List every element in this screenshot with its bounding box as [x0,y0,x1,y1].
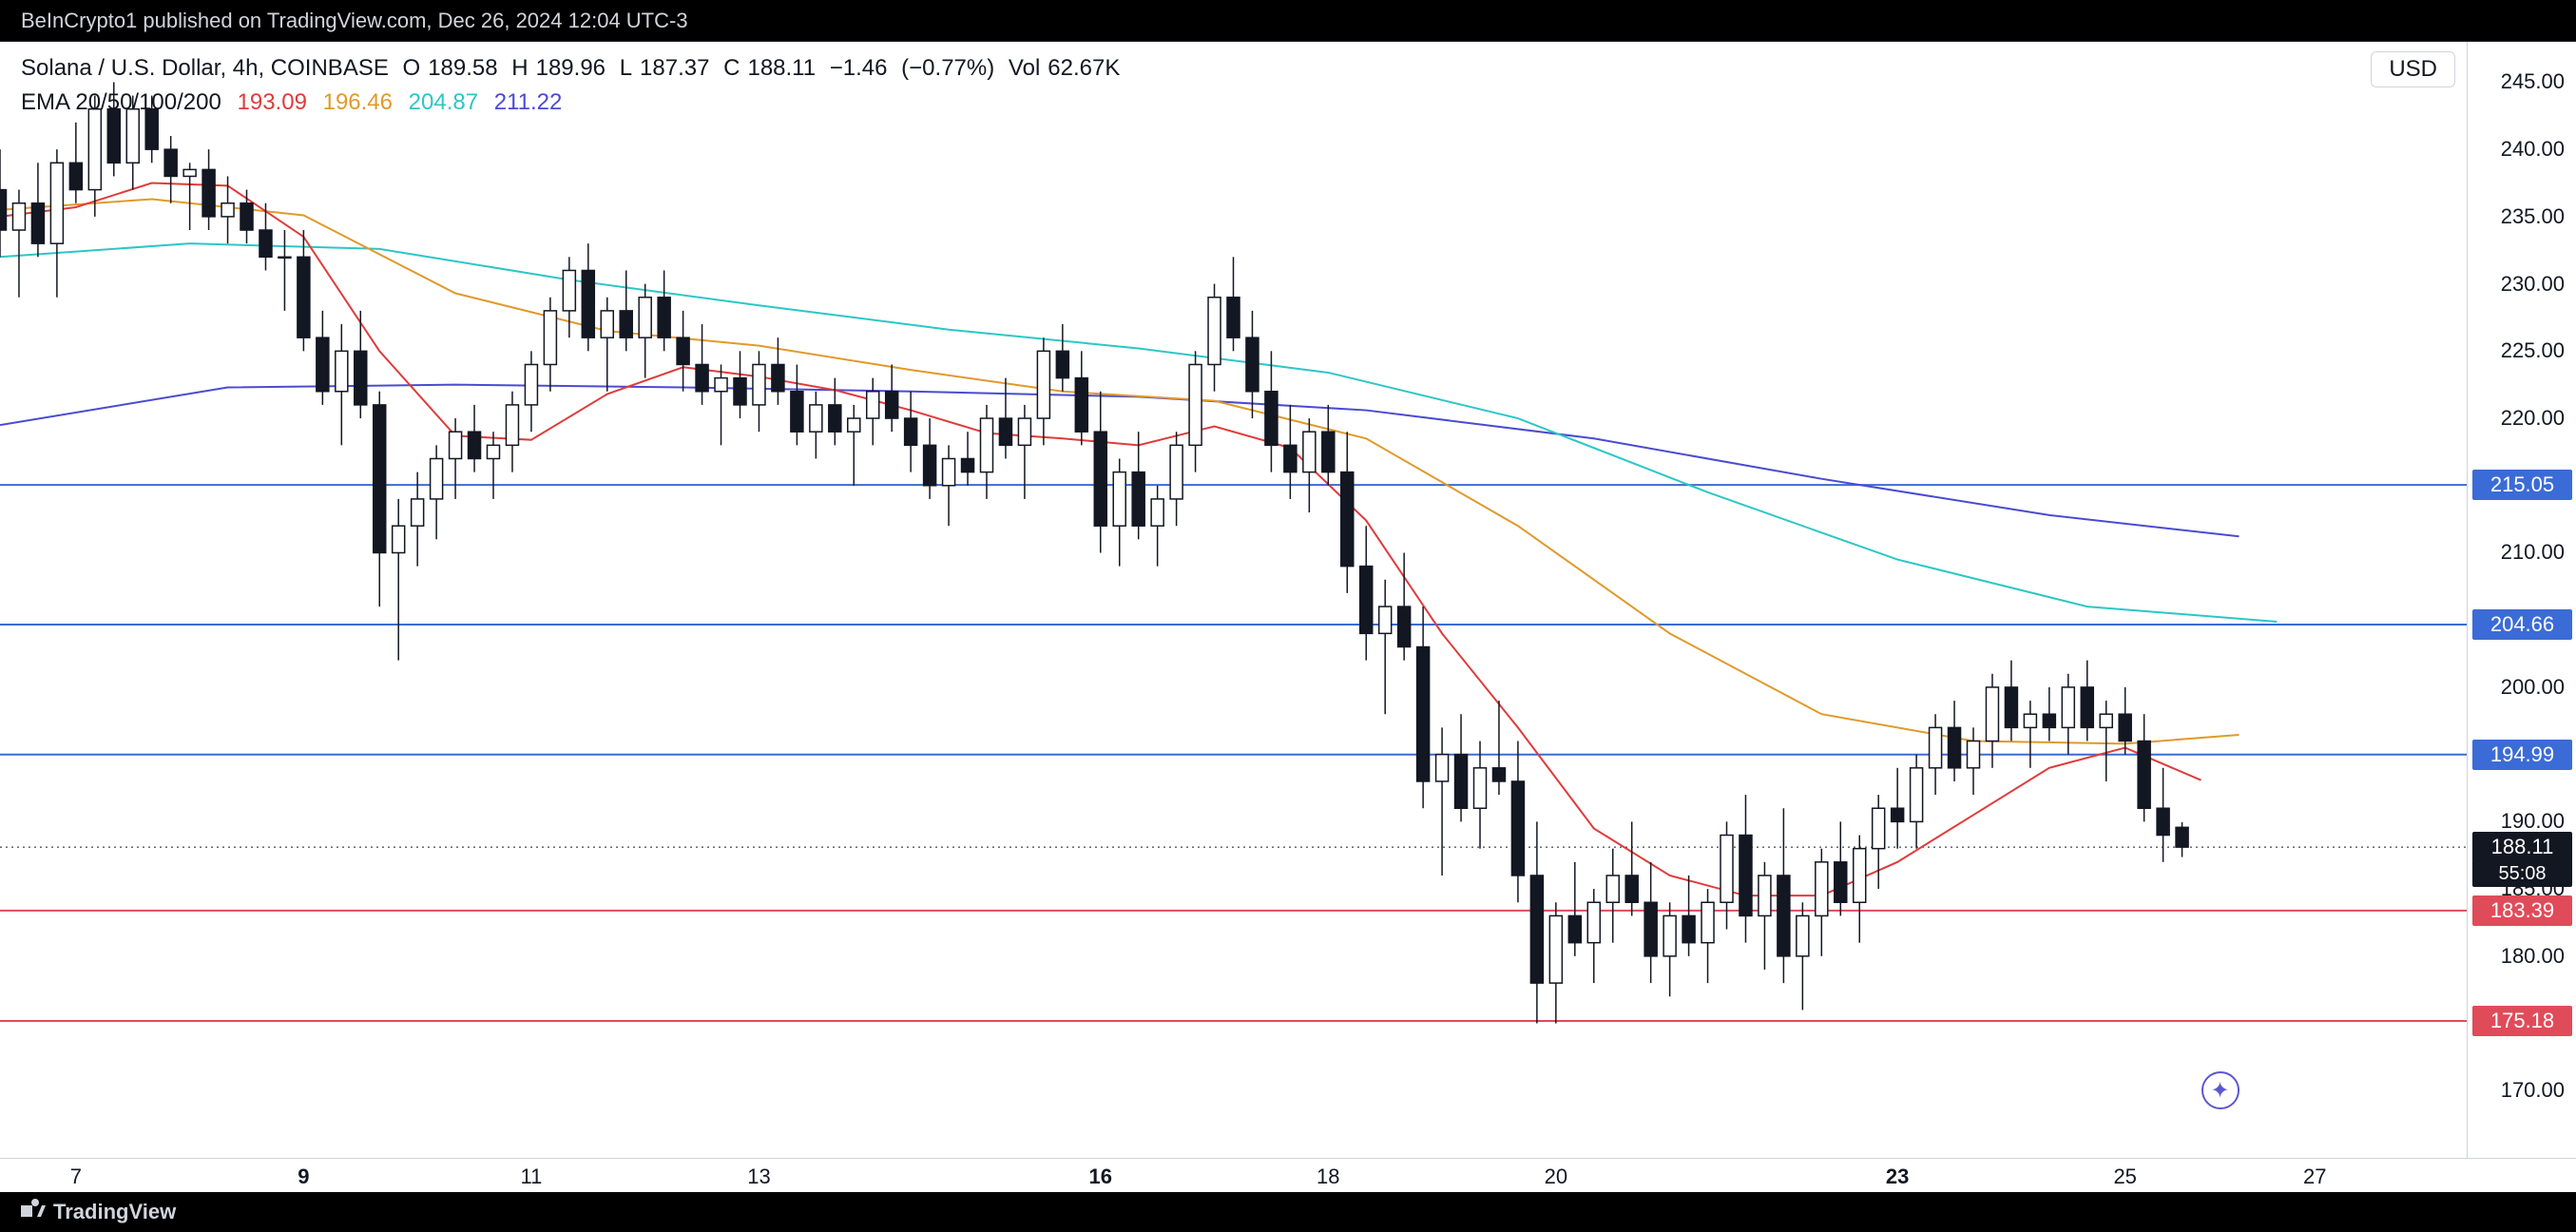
countdown-tag: 55:08 [2472,861,2572,887]
y-tick: 240.00 [2501,137,2565,162]
y-tick: 235.00 [2501,204,2565,229]
l-value: 187.37 [640,55,709,81]
x-tick: 13 [747,1165,770,1189]
vol-label: Vol [1009,55,1040,81]
x-tick: 18 [1317,1165,1339,1189]
publish-info-bar: BeInCrypto1 published on TradingView.com… [0,0,2576,42]
y-tick: 170.00 [2501,1078,2565,1103]
chart-legend: Solana / U.S. Dollar, 4h, COINBASE O 189.… [21,51,1127,120]
c-value: 188.11 [747,55,816,81]
h-label: H [511,55,528,81]
x-tick: 27 [2303,1165,2326,1189]
y-tick: 210.00 [2501,540,2565,565]
legend-line-1: Solana / U.S. Dollar, 4h, COINBASE O 189.… [21,51,1127,86]
tradingview-logo-icon [21,1199,46,1225]
ema20-value: 193.09 [238,89,307,115]
x-tick: 23 [1886,1165,1909,1189]
ema-label: EMA 20/50/100/200 [21,89,221,115]
time-axis[interactable]: 79111316182023252730 [0,1158,2576,1192]
y-tick: 230.00 [2501,272,2565,297]
vol-value: 62.67K [1048,55,1120,81]
x-tick: 9 [298,1165,309,1189]
y-tick: 200.00 [2501,675,2565,700]
y-tick: 220.00 [2501,406,2565,431]
ema200-value: 211.22 [494,89,563,115]
c-label: C [723,55,740,81]
l-label: L [620,55,632,81]
price-tag: 204.66 [2472,609,2572,640]
legend-line-2: EMA 20/50/100/200 193.09 196.46 204.87 2… [21,86,1127,120]
ema100-value: 204.87 [409,89,478,115]
chart-area: Solana / U.S. Dollar, 4h, COINBASE O 189.… [0,42,2576,1158]
published-text: BeInCrypto1 published on TradingView.com… [21,9,688,33]
chart-plot[interactable]: Solana / U.S. Dollar, 4h, COINBASE O 189.… [0,42,2467,1158]
price-axis[interactable]: 170.00175.00180.00185.00190.00195.00200.… [2467,42,2576,1158]
ema50-value: 196.46 [323,89,393,115]
x-tick: 16 [1089,1165,1112,1189]
y-tick: 190.00 [2501,809,2565,834]
price-tag: 215.05 [2472,470,2572,500]
y-tick: 245.00 [2501,69,2565,94]
x-tick: 20 [1545,1165,1567,1189]
footer-bar: TradingView [0,1192,2576,1232]
x-tick: 7 [70,1165,82,1189]
spark-icon[interactable]: ✦ [2201,1071,2240,1109]
x-tick: 25 [2113,1165,2136,1189]
price-tag: 183.39 [2472,895,2572,926]
y-tick: 180.00 [2501,944,2565,969]
price-tag: 194.99 [2472,740,2572,770]
price-tag: 188.11 [2472,832,2572,862]
o-label: O [403,55,421,81]
x-tick: 11 [521,1165,543,1189]
currency-badge[interactable]: USD [2371,51,2455,87]
y-tick: 225.00 [2501,338,2565,363]
chg-value: −1.46 [830,55,888,81]
symbol-title: Solana / U.S. Dollar, 4h, COINBASE [21,55,389,81]
h-value: 189.96 [536,55,606,81]
o-value: 189.58 [428,55,497,81]
price-tag: 175.18 [2472,1006,2572,1036]
footer-brand: TradingView [53,1200,176,1224]
chg-pct-value: (−0.77%) [901,55,994,81]
